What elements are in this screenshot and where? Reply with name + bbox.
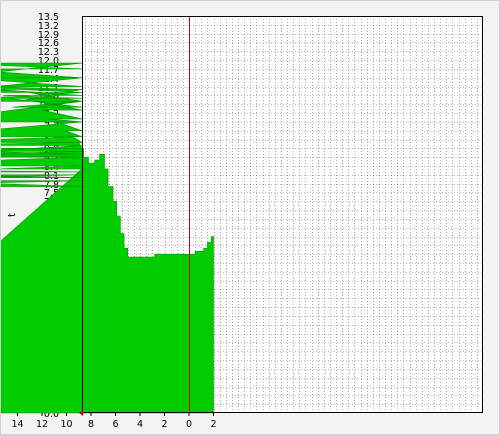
y-tick-label: 9.9 bbox=[44, 118, 59, 129]
x-tick-label: 0 bbox=[186, 419, 192, 430]
y-axis-label: t bbox=[7, 213, 18, 217]
y-tick-label: 12.6 bbox=[38, 38, 59, 49]
y-tick-label: 8.1 bbox=[44, 171, 59, 182]
x-tick-label: 14 bbox=[11, 419, 23, 430]
plot-border bbox=[82, 16, 483, 413]
x-tick-labels: 642022201816141210864202 bbox=[11, 419, 216, 430]
x-tick-label: 10 bbox=[60, 419, 72, 430]
x-tick-label: 8 bbox=[88, 419, 94, 430]
x-tick-label: 2 bbox=[210, 419, 216, 430]
y-tick-label: 11.7 bbox=[38, 65, 59, 76]
y-tick-label: 13.5 bbox=[38, 12, 59, 23]
x-tick-label: 12 bbox=[36, 419, 48, 430]
midnight-lines bbox=[189, 16, 190, 413]
y-tick-label: 0.0 bbox=[44, 409, 59, 420]
x-tick-label: 2 bbox=[161, 419, 167, 430]
x-tick-label: 6 bbox=[112, 419, 118, 430]
y-tick-label: 13.2 bbox=[38, 21, 59, 32]
plot-area bbox=[1, 16, 483, 414]
y-tick-label: 12.0 bbox=[38, 56, 59, 67]
y-tick-label: 12.3 bbox=[38, 47, 59, 58]
y-tick-label: 7.5 bbox=[44, 188, 59, 199]
x-tick-label: 4 bbox=[137, 419, 143, 430]
series-area bbox=[1, 62, 214, 414]
y-tick-label: 12.9 bbox=[38, 30, 59, 41]
origin-arrow bbox=[79, 410, 83, 416]
x-tick-marks bbox=[17, 413, 214, 416]
